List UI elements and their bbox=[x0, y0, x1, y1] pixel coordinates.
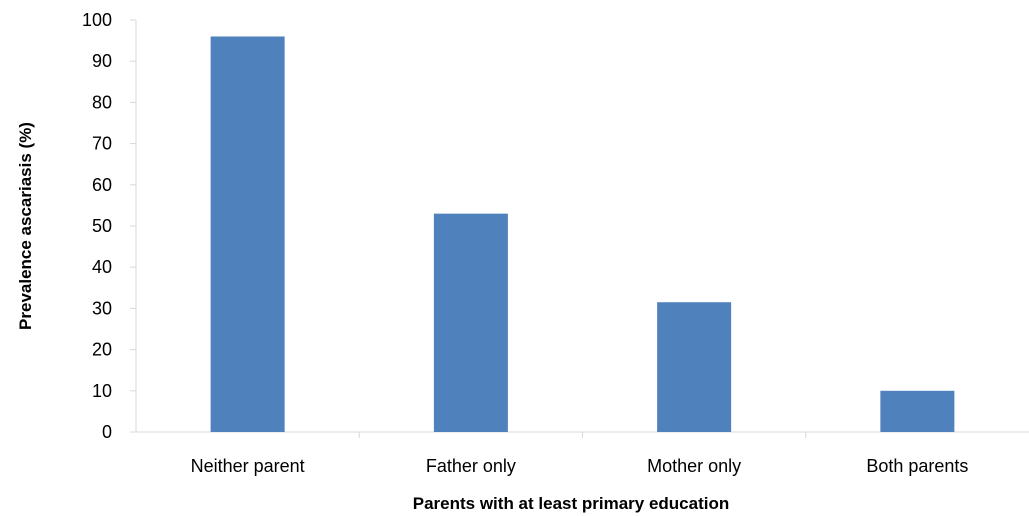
y-tick-label: 80 bbox=[92, 92, 112, 112]
y-tick-label: 90 bbox=[92, 51, 112, 71]
y-tick-label: 70 bbox=[92, 134, 112, 154]
x-axis-title: Parents with at least primary education bbox=[413, 494, 729, 513]
x-tick-label: Neither parent bbox=[191, 456, 305, 476]
y-tick-label: 0 bbox=[102, 422, 112, 442]
bar-mother-only bbox=[657, 302, 732, 432]
bars bbox=[210, 36, 955, 432]
x-axis: Neither parent Father only Mother only Both… bbox=[136, 431, 1029, 476]
x-tick-label: Mother only bbox=[647, 456, 741, 476]
y-tick-label: 50 bbox=[92, 216, 112, 236]
bar-both-parents bbox=[880, 390, 955, 432]
y-axis-title: Prevalence ascariasis (%) bbox=[16, 122, 35, 330]
bar-father-only bbox=[433, 213, 508, 432]
bar-neither-parent bbox=[210, 36, 285, 432]
y-tick-label: 10 bbox=[92, 381, 112, 401]
x-tick-label: Father only bbox=[426, 456, 516, 476]
y-tick-label: 40 bbox=[92, 257, 112, 277]
y-tick-label: 60 bbox=[92, 175, 112, 195]
y-tick-label: 100 bbox=[82, 10, 112, 30]
y-tick-label: 30 bbox=[92, 298, 112, 318]
y-tick-label: 20 bbox=[92, 340, 112, 360]
x-tick-label: Both parents bbox=[866, 456, 968, 476]
y-axis: 0 10 20 30 40 50 60 70 80 90 100 bbox=[82, 10, 137, 442]
